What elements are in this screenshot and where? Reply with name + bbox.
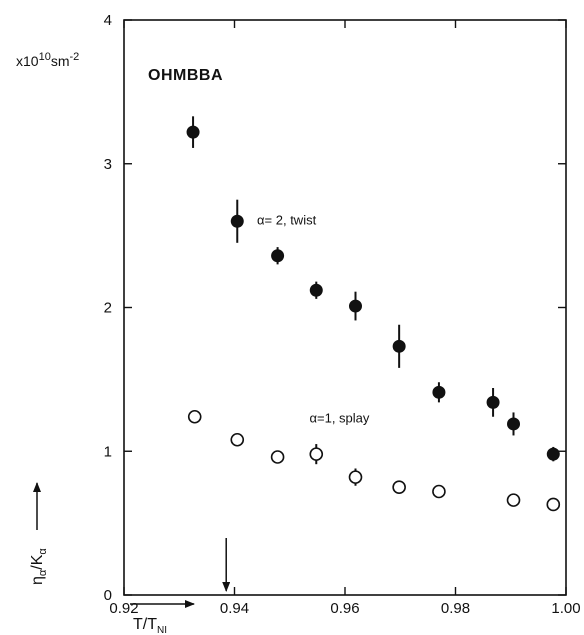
marker [507,417,521,431]
marker [187,409,202,424]
twist-point [486,388,500,417]
splay-point [309,444,324,465]
y-label-slash: /K [29,554,46,569]
x-tick-label: 0.98 [441,600,470,617]
marker [348,470,363,484]
y-unit-base: sm [51,53,70,69]
marker [309,283,323,297]
marker [546,497,561,512]
marker [546,447,560,461]
sample-label: OHMBBA [148,67,223,84]
splay-point [392,480,406,494]
plot-frame [123,19,567,596]
y-axis-label: ηα/Kα [29,548,49,585]
axis-tick-labels: 0.92 0.94 0.96 0.98 1.00 0 1 2 3 4 [104,12,581,617]
x-tick-label: 0.92 [109,600,138,617]
y-unit-power: -2 [70,51,80,63]
marker [506,493,521,507]
y-label-main: η [29,576,46,585]
marker [432,385,446,399]
splay-point [270,450,285,464]
marker [432,484,446,499]
series-label-twist: α= 2, twist [257,212,317,227]
x-label-main: T/T [133,616,157,633]
splay-point [506,493,521,507]
splay-point [546,497,561,512]
marker [271,249,285,263]
y-tick-label: 2 [104,300,112,317]
twist-point [186,116,200,148]
y-label-denom-sub: α [37,548,49,555]
splay-point [348,468,363,486]
marker [348,299,362,313]
marker [486,395,500,409]
x-tick-label: 0.94 [220,600,249,617]
twist-point [507,412,521,436]
splay-point [187,409,202,424]
twist-point [432,382,446,403]
twist-point [348,291,362,321]
svg-text:ηα/Kα: ηα/Kα [29,548,49,585]
y-label-main-sub: α [37,569,49,576]
twist-point [392,324,406,368]
marker [230,214,244,228]
series-label-splay: α=1, splay [310,411,370,426]
data-points [186,116,561,512]
marker [186,125,200,139]
axis-ticks [123,19,567,596]
y-tick-label: 4 [104,12,112,29]
twist-point [230,199,244,243]
y-unit-label: x1010sm-2 [16,51,79,69]
x-tick-label: 0.96 [330,600,359,617]
x-label-sub: NI [157,625,167,635]
marker [392,339,406,353]
twist-point [309,281,323,299]
plot-border [123,19,567,596]
y-tick-label: 0 [104,587,112,604]
marker [392,480,406,494]
y-unit-prefix: x10 [16,53,39,69]
x-axis-label: T/TNI [133,616,167,635]
splay-point [230,432,245,447]
twist-point [271,247,285,265]
marker [230,432,245,447]
twist-point [546,446,560,462]
y-tick-label: 1 [104,443,112,460]
splay-point [432,484,446,499]
marker [309,447,324,461]
y-unit-exponent: 10 [39,51,51,63]
y-tick-label: 3 [104,156,112,173]
marker [270,450,285,464]
x-tick-label: 1.00 [551,600,580,617]
